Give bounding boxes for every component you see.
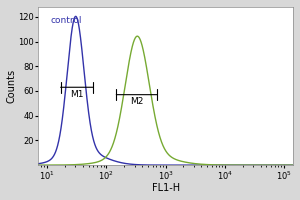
Text: M2: M2 bbox=[130, 97, 143, 106]
Text: M1: M1 bbox=[70, 90, 83, 99]
X-axis label: FL1-H: FL1-H bbox=[152, 183, 180, 193]
Text: control: control bbox=[50, 16, 82, 25]
Y-axis label: Counts: Counts bbox=[7, 69, 17, 103]
